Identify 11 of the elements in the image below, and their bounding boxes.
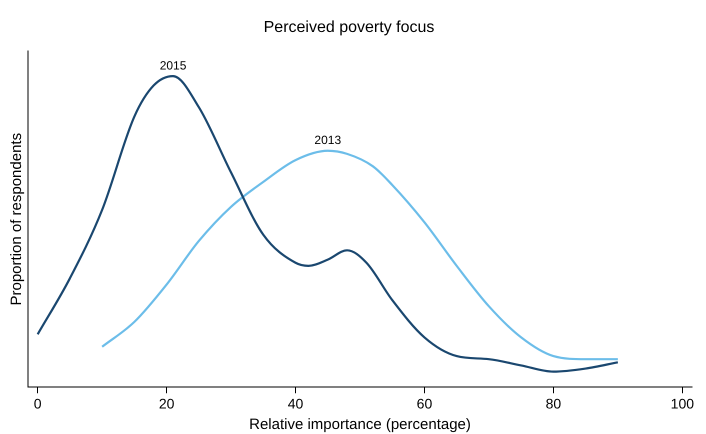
x-tick-label: 40 xyxy=(288,395,304,412)
series-label: 2013 xyxy=(314,133,342,148)
x-tick-label: 100 xyxy=(670,395,694,412)
x-tick-label: 60 xyxy=(416,395,432,412)
series-label: 2015 xyxy=(160,58,187,72)
y-axis-title: Proportion of respondents xyxy=(8,132,26,306)
x-tick-label: 20 xyxy=(158,395,175,412)
x-tick-label: 0 xyxy=(34,395,42,412)
chart-title: Perceived poverty focus xyxy=(264,19,434,36)
x-tick-label: 80 xyxy=(546,395,562,412)
x-axis-title: Relative importance (percentage) xyxy=(249,416,471,434)
